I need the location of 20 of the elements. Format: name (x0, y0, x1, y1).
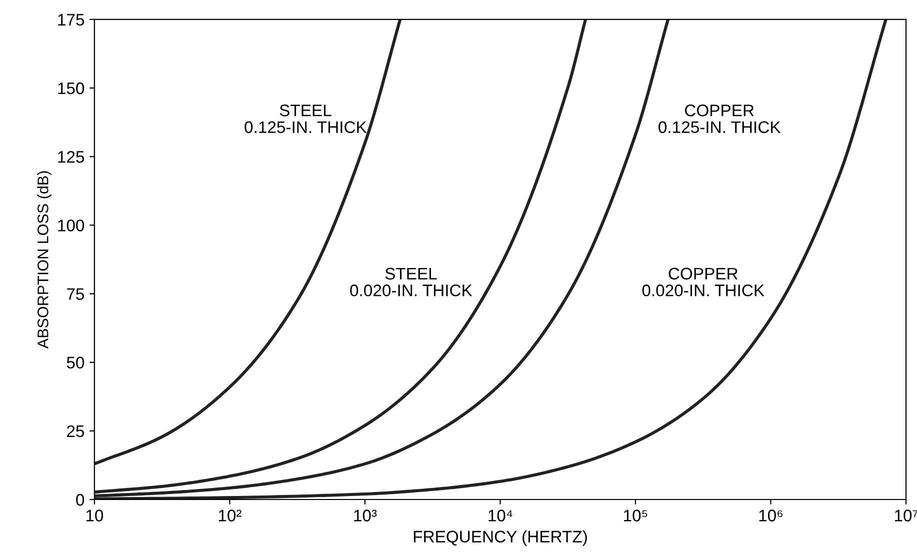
annotation: COPPER 0.125-IN. THICK (658, 104, 781, 134)
annotation: STEEL 0.020-IN. THICK (350, 268, 472, 296)
annotation: STEEL 0.125-IN. THICK (244, 104, 367, 134)
x-tick-label: 10⁴ (488, 510, 512, 522)
x-tick-label: 10⁵ (624, 510, 648, 522)
y-tick-label: 25 (67, 425, 84, 438)
y-tick-label: 0 (76, 494, 84, 506)
y-tick-label: 75 (67, 288, 84, 300)
y-tick-label: 125 (58, 150, 84, 163)
y-tick-label: 50 (66, 356, 84, 369)
y-tick-label: 100 (58, 220, 84, 232)
x-tick-label: 10⁶ (759, 510, 782, 522)
x-tick-label: 10² (218, 510, 242, 522)
x-tick-label: 10³ (354, 510, 377, 522)
y-axis-title: ABSORPTION LOSS (dB) (37, 171, 52, 349)
y-tick-label: 175 (58, 14, 84, 26)
annotation: COPPER 0.020-IN. THICK (642, 268, 764, 296)
y-tick-label: 150 (58, 82, 84, 94)
x-tick-label: 10 (86, 510, 104, 522)
x-axis-title: FREQUENCY (HERTZ) (414, 530, 587, 546)
